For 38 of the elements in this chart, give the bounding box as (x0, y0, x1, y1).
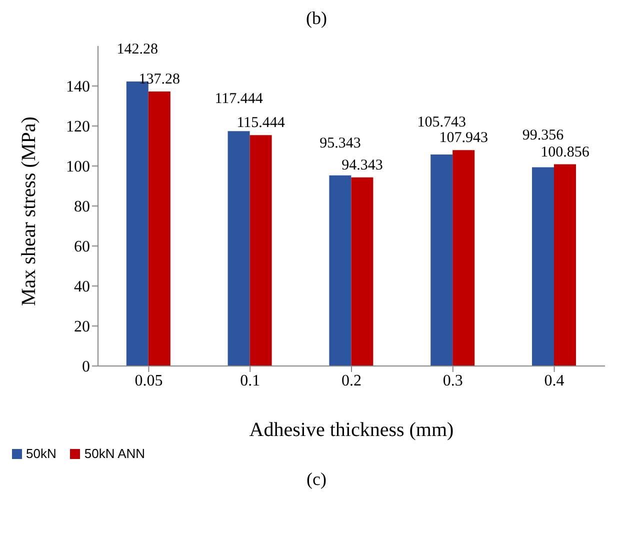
y-tick-label: 120 (66, 118, 90, 136)
text: (c) (306, 469, 328, 490)
data-label: 94.343 (342, 157, 383, 174)
x-tick-label: 0.05 (134, 372, 163, 390)
data-label: 117.444 (214, 91, 264, 108)
y-tick-label: 80 (74, 198, 90, 216)
legend-label: 50kN ANN (84, 446, 146, 461)
y-tick-label: 0 (82, 358, 90, 376)
x-tick-label: 0.1 (240, 372, 260, 390)
x-tick-label: 0.3 (442, 372, 463, 390)
y-tick-label: 60 (74, 238, 90, 256)
bar (250, 135, 272, 366)
bar (329, 175, 352, 366)
y-axis-title: Max shear stress (MPa) (18, 116, 40, 306)
data-label: 107.943 (439, 130, 488, 146)
data-label: 105.743 (417, 114, 466, 131)
data-label: 137.28 (138, 71, 180, 88)
data-label: 115.444 (236, 115, 286, 132)
data-label: 142.28 (116, 41, 158, 58)
data-label: 99.356 (522, 127, 564, 144)
x-axis-title: Adhesive thickness (mm) (249, 419, 454, 441)
bar (532, 167, 554, 366)
bar (430, 154, 453, 366)
bar (351, 177, 374, 366)
bar (452, 150, 475, 366)
y-tick-label: 100 (66, 158, 90, 176)
data-label: 95.343 (320, 135, 361, 152)
chart-title: (b) (305, 8, 328, 30)
bar (148, 91, 170, 366)
legend-label: 50kN (26, 446, 56, 461)
y-tick-label: 140 (66, 78, 90, 96)
bar (228, 131, 250, 366)
x-tick-label: 0.2 (342, 372, 362, 390)
y-tick-label: 20 (74, 318, 90, 336)
y-tick-label: 40 (74, 278, 90, 296)
x-tick-label: 0.4 (544, 372, 564, 390)
data-label: 100.856 (540, 144, 590, 160)
bar (554, 164, 576, 366)
